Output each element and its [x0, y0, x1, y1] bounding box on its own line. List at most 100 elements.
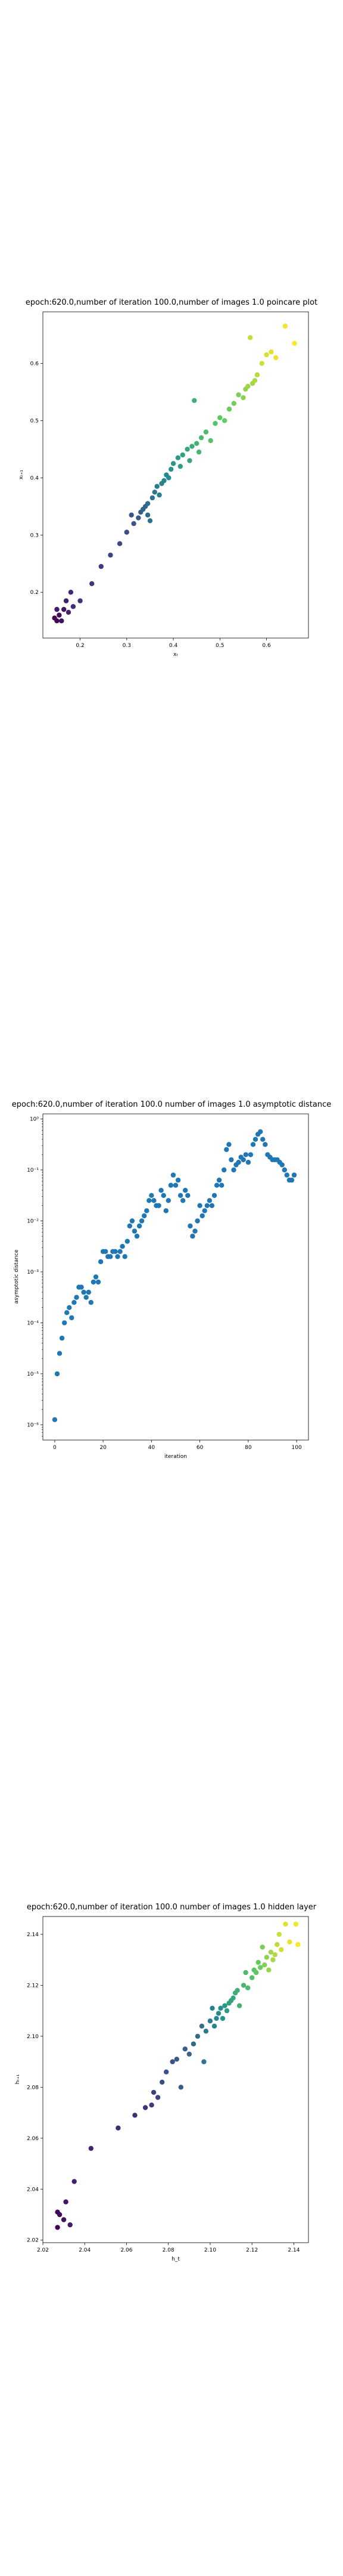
data-point	[98, 1259, 104, 1265]
data-point	[93, 1274, 99, 1280]
data-point	[187, 458, 192, 463]
data-point	[199, 1213, 205, 1219]
data-point	[161, 478, 167, 484]
x-tick-label: 2.12	[246, 2247, 258, 2253]
data-point	[155, 2095, 161, 2100]
y-tick-label: 0.2	[30, 590, 39, 596]
data-point	[230, 1995, 236, 2001]
data-point	[108, 1254, 113, 1259]
data-point	[166, 475, 172, 481]
x-tick-label: 0.4	[169, 643, 178, 649]
axis-ticks: 0 20 40 60 80 100 10⁻⁶ 10⁻⁵ 10⁻⁴ 10⁻³ 10⁻² 10⁻¹ 10⁰	[27, 1117, 302, 1451]
data-point	[245, 383, 251, 389]
data-point	[231, 1167, 236, 1173]
data-point	[270, 1957, 276, 1962]
y-tick-label: 2.10	[27, 2034, 39, 2040]
data-point	[71, 2179, 77, 2184]
data-point	[62, 1320, 67, 1326]
data-point	[147, 518, 153, 524]
data-point	[160, 2079, 165, 2085]
data-point	[235, 1987, 240, 1993]
data-point	[276, 1931, 282, 1937]
data-point	[55, 2225, 60, 2230]
data-point	[213, 420, 218, 426]
data-point	[293, 1921, 299, 1927]
data-point	[149, 2103, 154, 2108]
data-point	[195, 2033, 201, 2039]
data-point	[279, 1162, 285, 1168]
data-point	[136, 1223, 142, 1229]
data-point	[243, 1970, 248, 1976]
data-point	[202, 1208, 207, 1213]
data-point	[151, 1198, 157, 1203]
data-point	[292, 340, 297, 346]
data-point	[222, 1167, 227, 1173]
y-tick-label: 2.14	[27, 1932, 39, 1938]
plot-frame	[42, 1113, 309, 1441]
poincare-plot: epoch:620.0,number of iteration 100.0,nu…	[18, 298, 317, 658]
x-tick-label: 80	[245, 1445, 252, 1451]
x-tick-label: 0	[53, 1445, 57, 1451]
data-point	[258, 1965, 263, 1970]
x-tick-label: 2.08	[163, 2247, 174, 2253]
data-point	[89, 581, 95, 586]
data-point	[185, 1193, 191, 1198]
data-point	[255, 1959, 261, 1965]
data-point	[259, 361, 264, 366]
data-point	[186, 2051, 192, 2057]
data-point	[211, 1193, 217, 1198]
data-point	[254, 1970, 259, 1976]
x-tick-label: 2.14	[288, 2247, 300, 2253]
data-point	[156, 1203, 161, 1208]
x-tick-label: 2.04	[79, 2247, 91, 2253]
data-point	[66, 609, 71, 615]
data-point	[219, 1182, 224, 1188]
data-point	[64, 1310, 70, 1315]
data-point	[151, 2089, 157, 2095]
data-point	[197, 1203, 202, 1208]
data-point	[236, 2003, 242, 2008]
data-point	[229, 1157, 234, 1163]
data-point	[180, 1198, 186, 1203]
data-point	[207, 2018, 213, 2024]
data-point	[170, 1172, 176, 1178]
data-point	[192, 1228, 198, 1234]
asymptotic-distance-plot: epoch:620.0,number of iteration 100.0 nu…	[12, 1100, 331, 1460]
y-axis-label: hₜ₊₁	[15, 2074, 21, 2084]
x-axis-label: h_t	[172, 2256, 180, 2262]
y-tick-label: 10⁻⁶	[27, 1422, 39, 1428]
data-point	[142, 1213, 147, 1219]
data-point	[178, 2085, 183, 2090]
data-point	[117, 541, 123, 546]
data-point	[164, 2069, 169, 2075]
x-tick-label: 2.10	[204, 2247, 216, 2253]
y-axis-label: asymptotic distance	[14, 1249, 20, 1304]
data-point	[61, 606, 67, 612]
x-tick-label: 40	[148, 1445, 155, 1451]
data-point	[183, 1188, 188, 1193]
data-point	[95, 1279, 101, 1285]
data-point	[287, 1939, 292, 1945]
y-tick-label: 10⁰	[30, 1117, 39, 1123]
data-point	[170, 461, 176, 466]
data-point	[279, 1947, 284, 1952]
data-point	[113, 1249, 118, 1254]
x-tick-label: 60	[197, 1445, 204, 1451]
data-point	[207, 1198, 213, 1203]
y-tick-label: 10⁻¹	[27, 1168, 39, 1174]
data-point	[185, 447, 190, 452]
x-tick-label: 2.06	[120, 2247, 132, 2253]
data-point	[204, 1203, 210, 1208]
y-tick-label: 2.04	[27, 2187, 39, 2193]
data-point	[54, 606, 60, 612]
data-point	[211, 2023, 217, 2029]
axis-ticks: 0.2 0.3 0.4 0.5 0.6 0.2 0.3 0.4 0.5 0.6	[30, 361, 271, 649]
data-point	[264, 352, 269, 358]
data-point	[226, 406, 232, 412]
data-point	[254, 372, 260, 377]
data-point	[146, 1198, 152, 1203]
axis-ticks: 2.02 2.04 2.06 2.08 2.10 2.12 2.14 2.02 2.04 2.06…	[27, 1932, 300, 2253]
x-tick-label: 0.6	[262, 643, 271, 649]
data-point	[132, 2113, 138, 2118]
data-point	[220, 2015, 226, 2021]
